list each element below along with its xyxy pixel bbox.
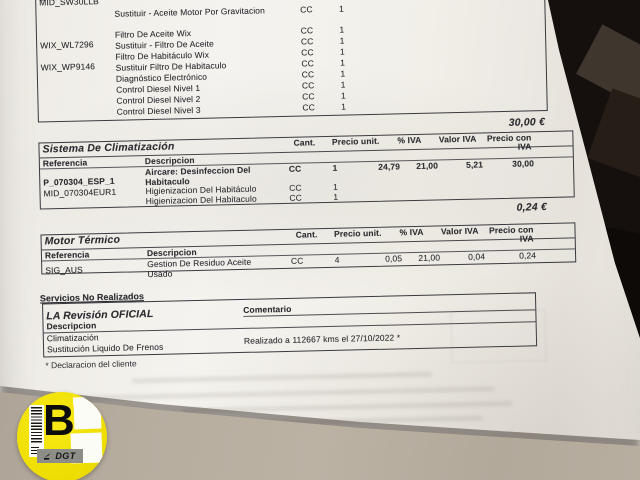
cc-cell: CC <box>302 91 315 102</box>
section-title: Motor Térmico <box>44 233 121 248</box>
qty-cell: 1 <box>339 24 345 35</box>
qty-cell: 1 <box>333 191 339 202</box>
revision-items-table: LAR La Revisión De 14 Años CC 1 138,02 2… <box>33 0 548 123</box>
sticker-letter-b: B <box>43 396 75 445</box>
background-shape <box>587 88 640 178</box>
unit-price-cell: 24,79 <box>378 161 401 172</box>
qty-cell: 1 <box>338 3 344 14</box>
total-cell: 30,00 <box>512 158 535 169</box>
barcode-lines <box>31 447 39 455</box>
unit-price-cell: 0,05 <box>385 253 403 264</box>
cc-cell: CC <box>290 255 304 266</box>
iva-val-cell: 5,21 <box>465 159 484 170</box>
ghost-table-outline <box>450 309 547 364</box>
qty-cell: 1 <box>340 68 346 79</box>
cc-cell: CC <box>288 163 302 174</box>
col-header-pct-iva: % IVA <box>399 226 424 238</box>
col-header-pct-iva: % IVA <box>397 134 422 146</box>
col-header-valor-iva: Valor IVA <box>440 225 479 237</box>
col-header-precio-con-iva: Precio con IVA <box>486 132 532 152</box>
cc-cell: CC <box>301 69 315 80</box>
ghost-text-line <box>131 371 432 384</box>
total-cell: 0,24 <box>519 250 537 261</box>
cc-cell: CC <box>300 4 313 15</box>
ref-cell: WIX_WL7296 <box>40 39 94 51</box>
desc-cell: Gestion De Residuo Aceite Usado <box>147 256 252 280</box>
ref-cell: MID_SW30LLB <box>39 0 99 8</box>
col-header-cant: Cant. <box>295 229 318 240</box>
cc-cell: CC <box>289 192 303 203</box>
qty-cell: 1 <box>332 162 338 173</box>
cc-cell: CC <box>302 102 316 113</box>
ref-cell: SIG_AUS <box>45 264 83 276</box>
desc-cell: Higienizacion Del Habitaculo <box>145 193 257 207</box>
dgt-logo-text: DGT <box>55 451 76 461</box>
section-title: Sistema De Climatización <box>42 140 175 156</box>
client-declaration-footnote: * Declaracion del cliente <box>45 358 137 371</box>
qty-cell: 1 <box>340 57 346 68</box>
ghost-text-line <box>74 386 495 401</box>
cc-cell: CC <box>301 58 315 69</box>
cc-cell: CC <box>300 25 314 36</box>
qty-cell: 1 <box>340 90 346 101</box>
iva-val-cell: 0,04 <box>468 251 486 262</box>
col-header-cant: Cant. <box>293 137 316 148</box>
dgt-environmental-sticker: B DGT <box>17 392 107 480</box>
qty-cell: 4 <box>334 254 340 265</box>
cc-cell: CC <box>300 36 314 47</box>
dgt-logo: DGT <box>37 449 83 463</box>
ref-cell: WIX_WP9146 <box>40 61 96 73</box>
col-header-precio-unit: Precio unit. <box>331 135 380 147</box>
col-header-precio-unit: Precio unit. <box>333 227 382 239</box>
qty-cell: 1 <box>341 101 347 112</box>
cc-cell: CC <box>301 47 314 58</box>
qty-cell: 1 <box>339 46 345 57</box>
sticker-barcode <box>29 405 44 457</box>
barcode-lines <box>31 407 42 443</box>
qty-cell: 1 <box>339 35 345 46</box>
climatizacion-table: Sistema De Climatización Cant. Precio un… <box>38 130 575 210</box>
cc-cell: CC <box>301 80 315 91</box>
qty-cell: 1 <box>340 79 346 90</box>
dgt-arrows-icon <box>44 452 54 460</box>
sticker-white-square <box>73 401 102 430</box>
iva-pct-cell: 21,00 <box>416 160 439 171</box>
iva-pct-cell: 21,00 <box>418 252 441 263</box>
motor-termico-table: Motor Térmico Cant. Precio unit. % IVA V… <box>40 222 577 279</box>
col-header-valor-iva: Valor IVA <box>438 133 477 145</box>
col-header-precio-con-iva: Precio con IVA <box>488 224 534 244</box>
